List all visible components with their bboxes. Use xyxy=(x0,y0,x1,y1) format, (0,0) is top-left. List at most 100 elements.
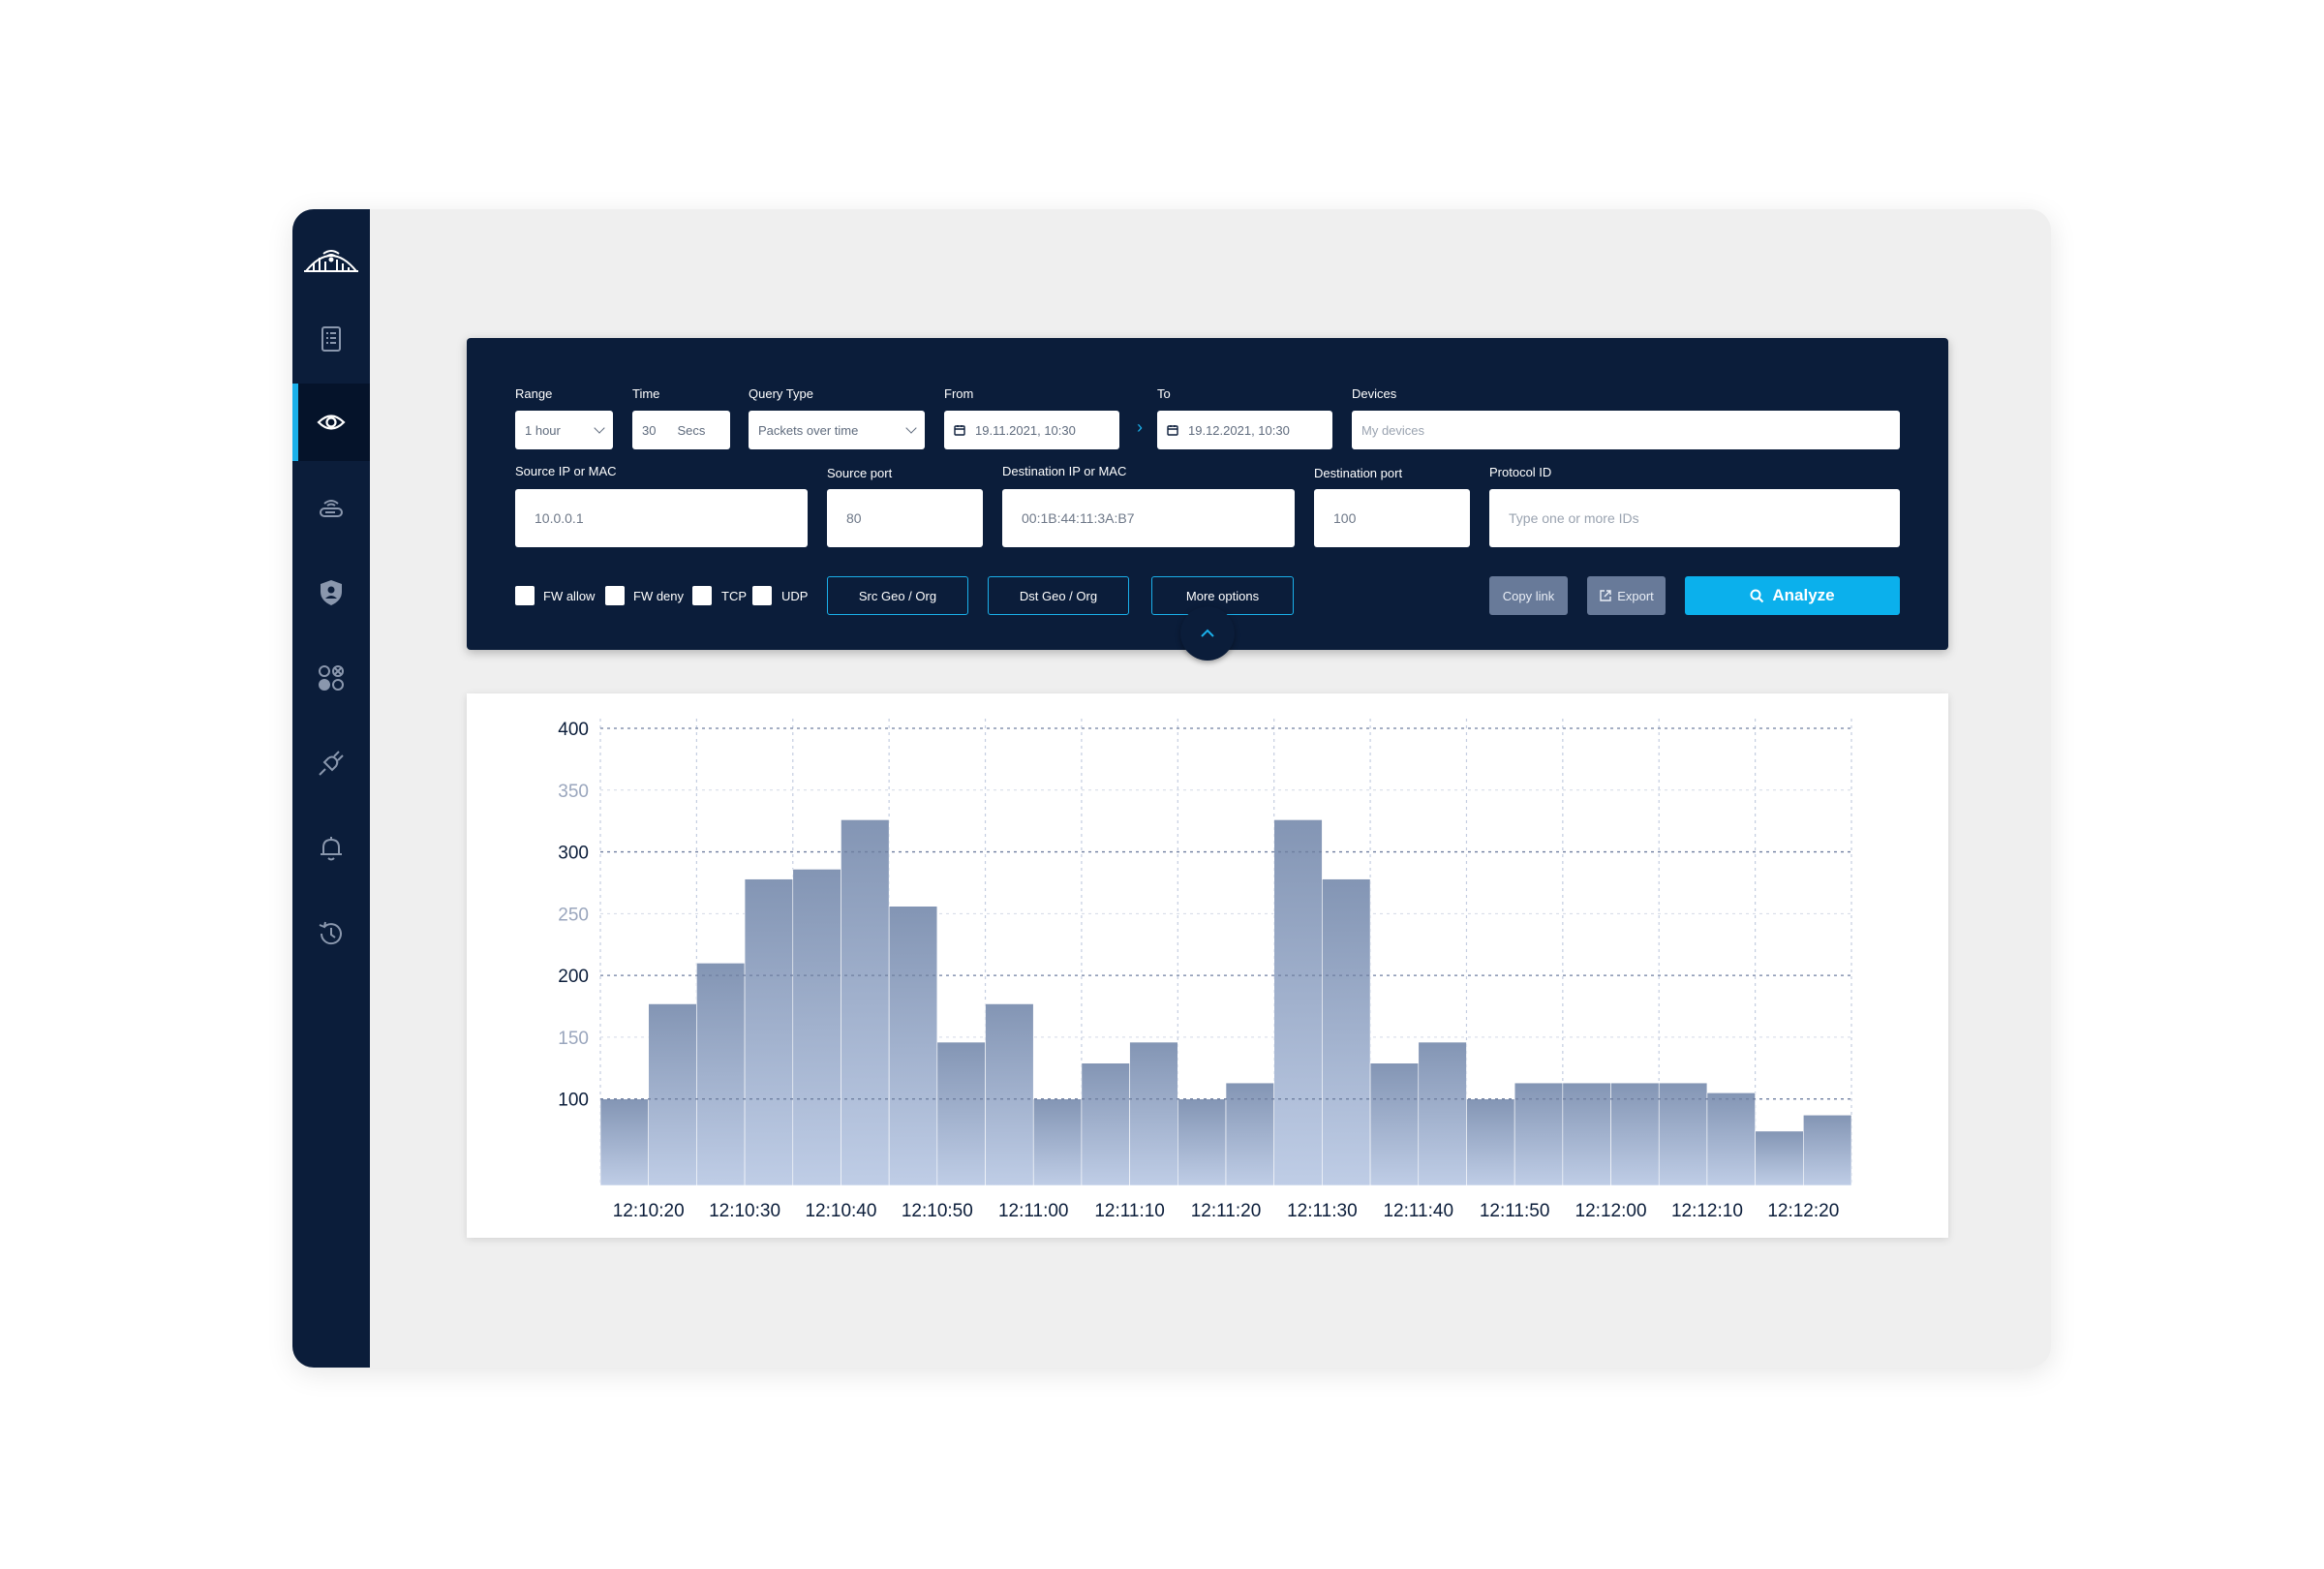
histogram-bar xyxy=(792,869,841,1186)
src-geo-button[interactable]: Src Geo / Org xyxy=(827,576,968,615)
time-unit: Secs xyxy=(677,422,706,438)
chevron-down-icon xyxy=(905,422,917,434)
x-tick-label: 12:11:30 xyxy=(1287,1201,1358,1221)
histogram-bar xyxy=(1466,1098,1515,1186)
to-value: 19.12.2021, 10:30 xyxy=(1188,422,1290,438)
histogram-bar xyxy=(936,1041,986,1186)
x-tick-label: 12:11:00 xyxy=(998,1201,1069,1221)
source-port-value: 80 xyxy=(846,510,862,526)
chevron-up-icon xyxy=(1201,629,1214,637)
tcp-label: TCP xyxy=(721,589,747,603)
dest-port-input[interactable]: 100 xyxy=(1314,489,1470,547)
from-date-picker[interactable]: 19.11.2021, 10:30 xyxy=(944,411,1119,449)
external-link-icon xyxy=(1600,590,1611,601)
histogram-bar xyxy=(744,878,794,1186)
histogram-bar xyxy=(1658,1082,1708,1186)
eye-icon xyxy=(317,415,346,430)
calendar-icon xyxy=(1167,425,1178,436)
query-type-value: Packets over time xyxy=(758,422,859,438)
histogram-bar xyxy=(1177,1098,1227,1186)
dst-geo-button[interactable]: Dst Geo / Org xyxy=(988,576,1129,615)
chevron-right-icon: › xyxy=(1137,417,1143,437)
histogram-bar xyxy=(696,963,746,1186)
histogram-bar xyxy=(1418,1041,1467,1186)
fw-allow-checkbox[interactable] xyxy=(515,586,535,605)
shield-user-icon xyxy=(321,580,342,605)
export-button[interactable]: Export xyxy=(1587,576,1666,615)
histogram-bar xyxy=(1273,819,1323,1186)
sidebar-item-integrations[interactable] xyxy=(292,724,370,802)
copy-link-button[interactable]: Copy link xyxy=(1489,576,1568,615)
devices-label: Devices xyxy=(1352,386,1397,401)
histogram-bar xyxy=(1562,1082,1611,1186)
dest-ip-input[interactable]: 00:1B:44:11:3A:B7 xyxy=(1002,489,1295,547)
protocol-id-input[interactable]: Type one or more IDs xyxy=(1489,489,1900,547)
sidebar-item-devices[interactable] xyxy=(292,469,370,546)
time-label: Time xyxy=(632,386,660,401)
tcp-checkbox[interactable] xyxy=(692,586,712,605)
x-tick-label: 12:12:20 xyxy=(1767,1201,1839,1221)
time-input[interactable]: 30 Secs xyxy=(632,411,730,449)
calendar-icon xyxy=(954,425,965,436)
histogram-bar xyxy=(599,1098,649,1186)
y-tick-label: 350 xyxy=(558,782,589,802)
x-tick-label: 12:10:30 xyxy=(709,1201,780,1221)
source-port-input[interactable]: 80 xyxy=(827,489,983,547)
histogram-bar xyxy=(1369,1062,1420,1186)
y-tick-label: 100 xyxy=(558,1091,589,1111)
more-options-button[interactable]: More options xyxy=(1151,576,1294,615)
query-type-label: Query Type xyxy=(749,386,813,401)
y-tick-label: 300 xyxy=(558,844,589,864)
grid-overlay xyxy=(600,727,1851,1100)
source-ip-label: Source IP or MAC xyxy=(515,464,617,478)
x-tick-label: 12:10:50 xyxy=(902,1201,973,1221)
y-axis-labels: 400 350 300 250 200 150 100 xyxy=(558,720,589,1111)
x-tick-label: 12:11:40 xyxy=(1383,1201,1453,1221)
export-label: Export xyxy=(1617,588,1654,603)
analyze-button[interactable]: Analyze xyxy=(1685,576,1900,615)
search-icon xyxy=(1750,589,1764,602)
udp-checkbox[interactable] xyxy=(752,586,772,605)
dest-port-label: Destination port xyxy=(1314,466,1403,480)
document-list-icon xyxy=(321,326,341,352)
collapse-panel-button[interactable] xyxy=(1180,606,1235,661)
to-date-picker[interactable]: 19.12.2021, 10:30 xyxy=(1157,411,1332,449)
protocol-id-label: Protocol ID xyxy=(1489,465,1552,479)
dest-port-value: 100 xyxy=(1333,510,1357,526)
dest-ip-value: 00:1B:44:11:3A:B7 xyxy=(1022,510,1135,526)
bars xyxy=(599,819,1852,1186)
from-value: 19.11.2021, 10:30 xyxy=(975,422,1076,438)
histogram-bar xyxy=(841,819,890,1186)
query-type-select[interactable]: Packets over time xyxy=(749,411,925,449)
udp-label: UDP xyxy=(781,589,809,603)
source-ip-input[interactable]: 10.0.0.1 xyxy=(515,489,808,547)
histogram-bar xyxy=(1225,1082,1274,1186)
histogram-bar xyxy=(1322,878,1371,1186)
time-value: 30 xyxy=(642,422,657,438)
sidebar-item-security[interactable] xyxy=(292,554,370,631)
y-tick-label: 400 xyxy=(558,720,589,740)
histogram-bar xyxy=(1081,1062,1130,1186)
histogram-bar xyxy=(648,1003,697,1186)
fw-deny-checkbox[interactable] xyxy=(605,586,625,605)
range-value: 1 hour xyxy=(525,422,561,438)
sidebar-item-history[interactable] xyxy=(292,895,370,972)
dest-ip-label: Destination IP or MAC xyxy=(1002,464,1127,478)
sidebar-item-apps[interactable] xyxy=(292,639,370,717)
from-label: From xyxy=(944,386,974,401)
y-tick-label: 150 xyxy=(558,1029,589,1049)
sidebar-item-reports[interactable] xyxy=(292,300,370,378)
devices-input[interactable]: My devices xyxy=(1352,411,1900,449)
router-icon xyxy=(320,500,343,517)
logo-icon xyxy=(304,250,358,272)
sidebar-item-alerts[interactable] xyxy=(292,810,370,887)
chart-card: 400 350 300 250 200 150 100 12:10:20 12:10:30 12… xyxy=(467,693,1948,1238)
chevron-down-icon xyxy=(594,422,605,434)
range-select[interactable]: 1 hour xyxy=(515,411,613,449)
to-label: To xyxy=(1157,386,1171,401)
sidebar-item-monitor[interactable] xyxy=(292,384,370,461)
histogram-bar xyxy=(1129,1041,1178,1186)
protocol-id-placeholder: Type one or more IDs xyxy=(1509,510,1639,526)
x-tick-label: 12:10:20 xyxy=(613,1201,685,1221)
